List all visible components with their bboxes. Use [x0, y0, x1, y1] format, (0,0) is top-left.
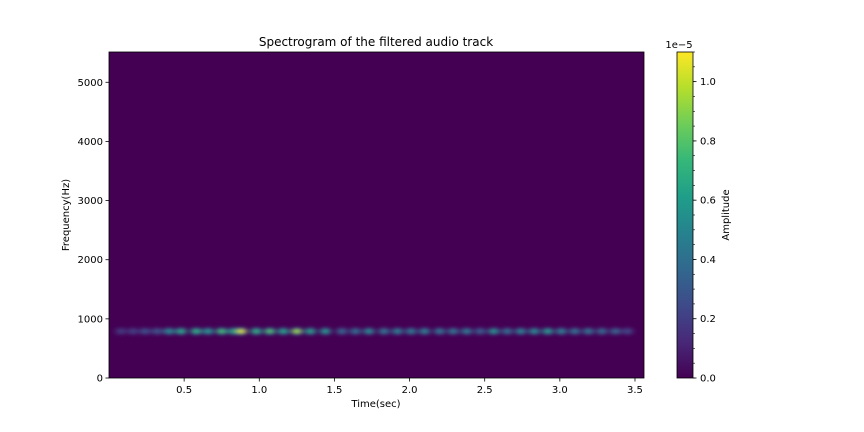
y-tick-label: 3000	[78, 196, 103, 207]
band-peak	[265, 329, 274, 334]
band-peak	[476, 329, 485, 334]
band-peak	[435, 329, 444, 334]
band-peak	[449, 329, 458, 334]
x-axis-label: Time(sec)	[350, 399, 400, 410]
y-axis-label: Frequency(Hz)	[61, 179, 72, 251]
band-peak	[380, 329, 389, 334]
x-tick-label: 2.0	[402, 385, 418, 396]
x-axis-ticks: 0.5 1.0 1.5 2.0 2.5 3.0 3.5	[176, 378, 643, 396]
colorbar-tick-label: 0.8	[700, 136, 716, 147]
band-peak	[530, 329, 539, 334]
band-peak	[306, 329, 315, 334]
colorbar-tick-label: 0.0	[700, 374, 716, 385]
colorbar	[676, 51, 694, 379]
band-peak	[597, 329, 606, 334]
band-peak	[462, 329, 471, 334]
band-peak	[129, 329, 138, 334]
y-tick-label: 2000	[78, 255, 103, 266]
band-peak	[557, 329, 566, 334]
band-peak	[503, 329, 512, 334]
x-tick-label: 2.5	[477, 385, 493, 396]
colorbar-ticks: 0.0 0.2 0.4 0.6 0.8 1.0	[693, 51, 716, 385]
band-peak	[153, 329, 162, 334]
band-peak	[516, 329, 525, 334]
band-peak	[351, 329, 360, 334]
colorbar-tick-label: 0.6	[700, 196, 716, 207]
x-tick-label: 1.0	[251, 385, 267, 396]
band-peak	[292, 329, 301, 334]
band-peak	[570, 329, 579, 334]
band-peak	[420, 329, 429, 334]
y-tick-label: 1000	[78, 314, 103, 325]
chart-title: Spectrogram of the filtered audio track	[259, 35, 493, 49]
x-tick-label: 1.5	[326, 385, 342, 396]
band-peak	[321, 329, 330, 334]
colorbar-tick-label: 1.0	[700, 77, 716, 88]
colorbar-tick-label: 0.2	[700, 314, 716, 325]
band-peak	[407, 329, 416, 334]
y-tick-label: 4000	[78, 137, 103, 148]
colorbar-offset-text: 1e−5	[665, 40, 692, 51]
band-peak	[584, 329, 593, 334]
band-peak	[192, 329, 201, 334]
spectrogram-plot-area	[109, 52, 644, 378]
x-tick-label: 0.5	[176, 385, 192, 396]
band-peak	[252, 329, 261, 334]
plot-frame	[108, 51, 645, 379]
band-peak	[364, 329, 373, 334]
y-tick-label: 0	[97, 374, 103, 385]
band-peak	[177, 329, 186, 334]
x-tick-label: 3.0	[552, 385, 568, 396]
band-peak	[237, 329, 246, 334]
frequency-band	[115, 327, 634, 336]
band-peak	[393, 329, 402, 334]
band-peak	[165, 329, 174, 334]
y-tick-label: 5000	[78, 78, 103, 89]
band-peak	[141, 329, 150, 334]
band-peak	[611, 329, 620, 334]
band-peak	[204, 329, 213, 334]
band-peak	[489, 329, 498, 334]
band-peak	[117, 329, 126, 334]
band-peak	[543, 329, 552, 334]
y-axis-ticks: 0 1000 2000 3000 4000 5000	[78, 78, 109, 385]
x-tick-label: 3.5	[627, 385, 643, 396]
band-peak	[279, 329, 288, 334]
band-peak	[217, 329, 226, 334]
colorbar-label: Amplitude	[721, 189, 732, 240]
band-peak	[623, 329, 632, 334]
colorbar-tick-label: 0.4	[700, 255, 716, 266]
band-peak	[337, 329, 346, 334]
